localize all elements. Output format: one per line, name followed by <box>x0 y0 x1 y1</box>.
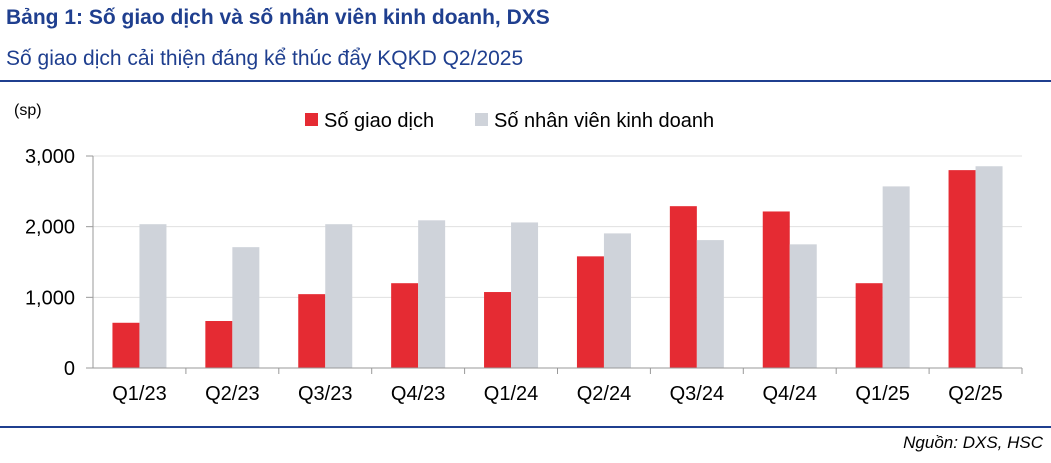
bar-sales-staff <box>511 222 539 368</box>
x-tick-label: Q2/23 <box>205 383 259 405</box>
y-tick-label: 3,000 <box>25 146 75 168</box>
bottom-divider <box>0 426 1051 428</box>
bar-transactions <box>855 283 883 368</box>
x-tick-label: Q3/23 <box>298 383 352 405</box>
x-tick-label: Q1/25 <box>855 383 909 405</box>
bar-sales-staff <box>418 220 446 368</box>
unit-label: (sp) <box>14 102 42 119</box>
bar-sales-staff <box>975 166 1003 368</box>
x-tick-label: Q1/23 <box>112 383 166 405</box>
x-tick-label: Q4/24 <box>763 383 817 405</box>
legend-label: Số giao dịch <box>324 110 434 132</box>
figure-title: Bảng 1: Số giao dịch và số nhân viên kin… <box>6 6 550 29</box>
top-divider <box>0 80 1051 82</box>
bar-transactions <box>391 283 419 368</box>
legend-swatch <box>305 113 318 126</box>
legend-label: Số nhân viên kinh doanh <box>494 110 714 132</box>
bar-sales-staff <box>882 186 910 368</box>
y-tick-label: 2,000 <box>25 217 75 239</box>
bar-sales-staff <box>232 247 260 368</box>
source-note: Nguồn: DXS, HSC <box>903 433 1043 452</box>
bar-transactions <box>298 294 326 368</box>
x-tick-label: Q4/23 <box>391 383 445 405</box>
bar-transactions <box>484 292 512 368</box>
bar-sales-staff <box>696 240 724 368</box>
bar-sales-staff <box>139 224 167 368</box>
figure-subtitle: Số giao dịch cải thiện đáng kể thúc đẩy … <box>6 47 524 70</box>
bar-sales-staff <box>789 244 817 368</box>
y-tick-label: 1,000 <box>25 287 75 309</box>
y-tick-label: 0 <box>64 358 75 380</box>
bar-transactions <box>762 211 790 368</box>
bar-transactions <box>948 170 976 368</box>
bar-transactions <box>112 322 140 368</box>
legend-swatch <box>475 113 488 126</box>
x-tick-label: Q1/24 <box>484 383 538 405</box>
bar-sales-staff <box>325 224 353 368</box>
x-tick-label: Q2/25 <box>948 383 1002 405</box>
bar-sales-staff <box>603 233 631 368</box>
bar-transactions <box>576 256 604 368</box>
x-tick-label: Q2/24 <box>577 383 631 405</box>
bar-transactions <box>205 321 233 368</box>
bar-transactions <box>669 206 697 368</box>
x-tick-label: Q3/24 <box>670 383 724 405</box>
